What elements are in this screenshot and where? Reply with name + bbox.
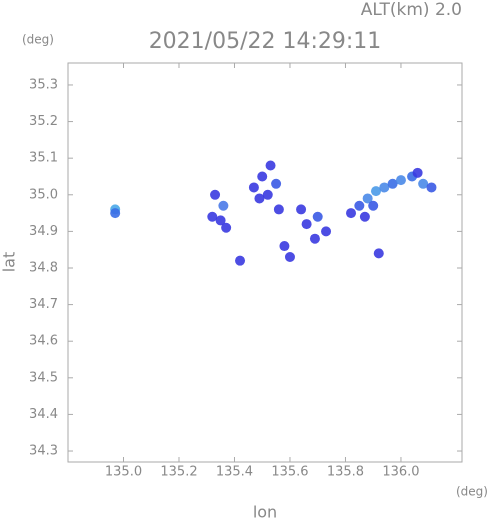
echo bbox=[426, 182, 437, 193]
altitude: ALT(km) 2.0 bbox=[361, 0, 462, 20]
y-tick-label: 34.4 bbox=[29, 407, 58, 422]
y-tick-label: 34.5 bbox=[29, 370, 58, 385]
y-tick-label: 34.3 bbox=[29, 444, 58, 459]
echo bbox=[412, 167, 423, 178]
y-tick-label: 35.1 bbox=[29, 151, 58, 166]
echo bbox=[248, 182, 259, 193]
echo bbox=[395, 175, 406, 186]
echo bbox=[312, 211, 323, 222]
echo bbox=[362, 193, 373, 204]
x-tick-label: 135.0 bbox=[105, 465, 142, 480]
echo bbox=[309, 233, 320, 244]
echo bbox=[262, 189, 273, 200]
echo bbox=[368, 200, 379, 211]
x-axis-label: lon bbox=[253, 503, 277, 522]
y-axis-label: lat bbox=[0, 252, 19, 273]
plot-frame bbox=[67, 62, 463, 463]
echo bbox=[257, 171, 268, 182]
x-tick-label: 135.6 bbox=[271, 465, 308, 480]
echo bbox=[373, 248, 384, 259]
y-tick-label: 34.8 bbox=[29, 260, 58, 275]
echo bbox=[254, 193, 265, 204]
y-tick-label: 34.9 bbox=[29, 224, 58, 239]
echo bbox=[284, 252, 295, 263]
x-tick-label: 135.4 bbox=[216, 465, 253, 480]
x-tick-label: 135.8 bbox=[327, 465, 364, 480]
echo bbox=[279, 241, 290, 252]
echo bbox=[273, 204, 284, 215]
echo bbox=[321, 226, 332, 237]
echo bbox=[387, 178, 398, 189]
echo bbox=[218, 200, 229, 211]
echo bbox=[296, 204, 307, 215]
echo bbox=[418, 178, 429, 189]
y-tick-label: 35.3 bbox=[29, 77, 58, 92]
echo bbox=[359, 211, 370, 222]
echo bbox=[379, 182, 390, 193]
echo bbox=[215, 215, 226, 226]
echo bbox=[110, 208, 121, 219]
y-tick-label: 35.2 bbox=[29, 114, 58, 129]
echo bbox=[354, 200, 365, 211]
chart-title: 2021/05/22 14:29:11 bbox=[149, 29, 382, 54]
x-tick-label: 135.2 bbox=[160, 465, 197, 480]
echo bbox=[210, 189, 221, 200]
echo bbox=[271, 178, 282, 189]
x-unit: (deg) bbox=[456, 485, 488, 499]
x-tick-label: 136.0 bbox=[382, 465, 419, 480]
echo bbox=[207, 211, 218, 222]
echo bbox=[265, 160, 276, 171]
echo bbox=[221, 222, 232, 233]
y-tick-label: 34.7 bbox=[29, 297, 58, 312]
echo bbox=[346, 208, 357, 219]
echo bbox=[370, 186, 381, 197]
y-tick-label: 35.0 bbox=[29, 187, 58, 202]
y-tick-label: 34.6 bbox=[29, 334, 58, 349]
echo bbox=[301, 219, 312, 230]
y-unit: (deg) bbox=[22, 33, 54, 47]
echo bbox=[235, 255, 246, 266]
